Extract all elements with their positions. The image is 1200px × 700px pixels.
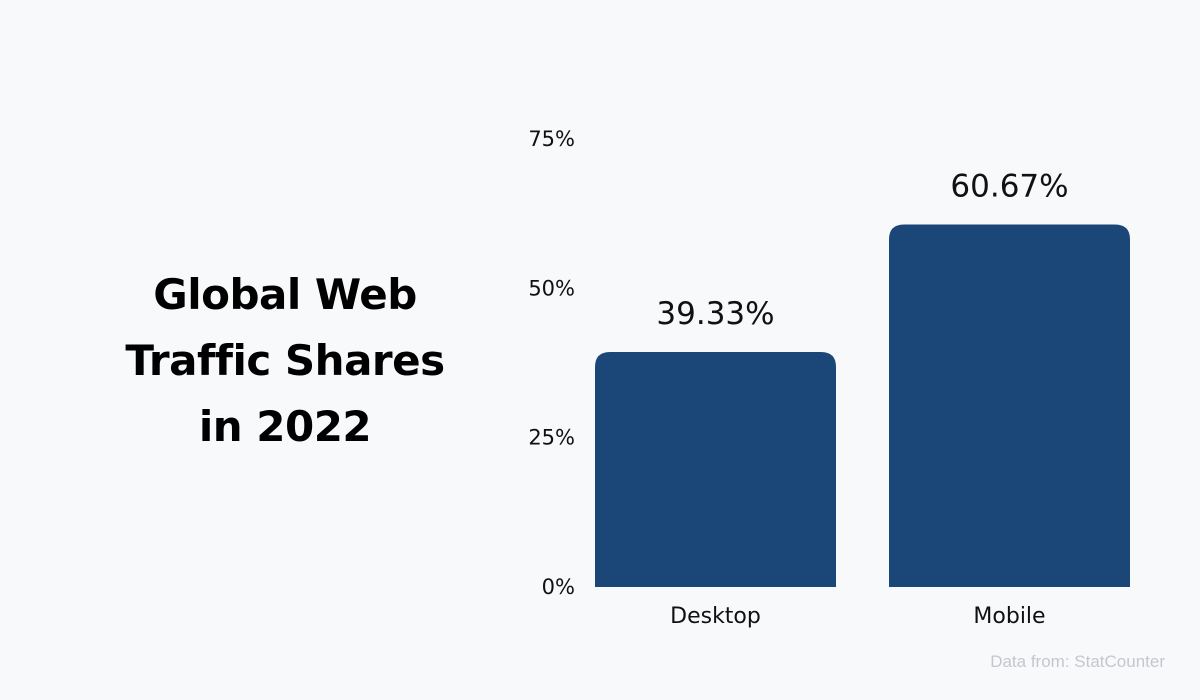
x-tick-label-mobile: Mobile <box>973 604 1045 629</box>
bar-mobile <box>889 224 1130 587</box>
y-tick-label: 75% <box>528 127 575 151</box>
source-note: Data from: StatCounter <box>990 652 1165 671</box>
bar-desktop <box>595 352 836 587</box>
x-tick-label-desktop: Desktop <box>670 604 761 629</box>
x-axis: Desktop Mobile <box>670 604 1045 629</box>
bars-group <box>595 224 1130 587</box>
y-tick-label: 0% <box>542 575 575 599</box>
value-label-mobile: 60.67% <box>950 168 1068 204</box>
y-tick-label: 25% <box>528 426 575 450</box>
chart-title-line-2: Traffic Shares <box>125 336 445 385</box>
chart-title-line-1: Global Web <box>153 270 417 319</box>
chart-title: Global Web Traffic Shares in 2022 <box>80 262 490 460</box>
chart-title-line-3: in 2022 <box>198 402 372 451</box>
value-label-desktop: 39.33% <box>656 296 774 332</box>
value-labels-group: 39.33% 60.67% <box>656 168 1068 332</box>
y-tick-label: 50% <box>528 276 575 300</box>
y-axis: 0% 25% 50% 75% <box>528 127 575 599</box>
